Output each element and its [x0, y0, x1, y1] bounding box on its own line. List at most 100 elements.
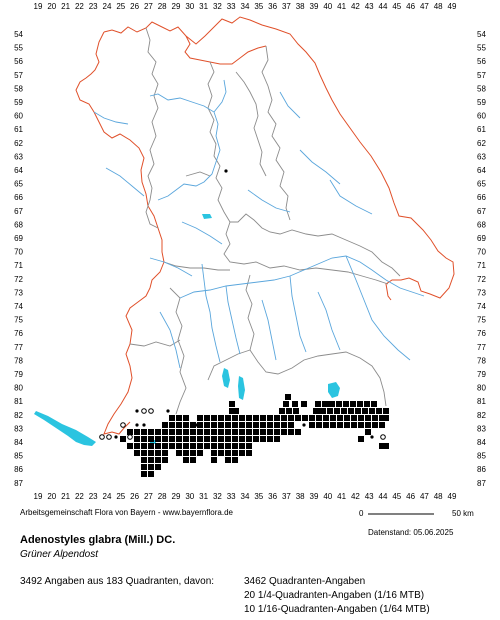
occurrence-square: [169, 422, 175, 428]
occurrence-square: [155, 436, 161, 442]
y-tick-left: 65: [14, 180, 23, 189]
y-tick-right: 81: [477, 397, 486, 406]
occurrence-square: [232, 429, 238, 435]
occurrence-square: [232, 443, 238, 449]
occurrence-square: [204, 443, 210, 449]
occurrence-square: [337, 422, 343, 428]
y-tick-right: 83: [477, 424, 486, 433]
occurrence-dot: [166, 409, 170, 413]
occurrence-square: [218, 436, 224, 442]
occurrence-square: [169, 443, 175, 449]
occurrence-square: [292, 401, 298, 407]
occurrence-square: [357, 401, 363, 407]
y-tick-left: 72: [14, 275, 23, 284]
y-tick-right: 74: [477, 302, 486, 311]
x-tick-top: 46: [406, 2, 415, 11]
x-tick-top: 27: [144, 2, 153, 11]
x-tick-bottom: 24: [103, 492, 112, 501]
y-tick-right: 72: [477, 275, 486, 284]
occurrence-square: [320, 408, 326, 414]
occurrence-square: [218, 450, 224, 456]
rivers: [93, 79, 425, 369]
occurrence-square: [316, 415, 322, 421]
y-tick-left: 84: [14, 438, 23, 447]
x-tick-bottom: 31: [199, 492, 208, 501]
x-tick-bottom: 49: [448, 492, 457, 501]
x-tick-top: 34: [241, 2, 250, 11]
y-tick-right: 86: [477, 465, 486, 474]
y-tick-left: 69: [14, 234, 23, 243]
y-tick-left: 76: [14, 329, 23, 338]
occurrence-square: [351, 415, 357, 421]
y-tick-right: 77: [477, 343, 486, 352]
occurrence-square: [162, 450, 168, 456]
x-tick-bottom: 26: [130, 492, 139, 501]
occurrence-circle: [148, 408, 154, 414]
occurrence-square: [239, 450, 245, 456]
y-tick-left: 82: [14, 411, 23, 420]
y-tick-right: 66: [477, 193, 486, 202]
stat-quadrant: 3462 Quadranten-Angaben: [244, 576, 366, 587]
occurrence-square: [383, 415, 389, 421]
occurrence-square: [288, 422, 294, 428]
occurrence-square: [141, 457, 147, 463]
x-tick-top: 29: [172, 2, 181, 11]
occurrence-square: [218, 443, 224, 449]
x-tick-bottom: 42: [351, 492, 360, 501]
occurrence-square: [327, 408, 333, 414]
x-tick-bottom: 30: [185, 492, 194, 501]
x-tick-bottom: 36: [268, 492, 277, 501]
occurrence-square: [372, 422, 378, 428]
occurrence-square: [148, 464, 154, 470]
occurrence-square: [281, 429, 287, 435]
occurrence-square: [218, 429, 224, 435]
occurrence-square: [176, 422, 182, 428]
occurrence-square: [176, 450, 182, 456]
occurrence-square: [162, 457, 168, 463]
y-tick-right: 64: [477, 166, 486, 175]
occurrence-square: [211, 457, 217, 463]
occurrence-square: [239, 415, 245, 421]
occurrence-square: [190, 443, 196, 449]
occurrence-circle: [127, 434, 133, 440]
occurrence-square: [364, 401, 370, 407]
y-tick-right: 56: [477, 57, 486, 66]
occurrence-square: [239, 436, 245, 442]
x-tick-top: 35: [254, 2, 263, 11]
occurrence-square: [253, 422, 259, 428]
occurrence-square: [316, 422, 322, 428]
occurrence-square: [267, 429, 273, 435]
occurrence-square: [344, 415, 350, 421]
x-tick-bottom: 45: [392, 492, 401, 501]
y-tick-left: 66: [14, 193, 23, 202]
y-tick-left: 81: [14, 397, 23, 406]
lake-ammersee: [222, 368, 230, 388]
occurrence-square: [232, 415, 238, 421]
occurrence-dot: [224, 169, 228, 173]
occurrence-square: [358, 436, 364, 442]
summary-text: 3492 Angaben aus 183 Quadranten, davon:: [20, 576, 215, 587]
x-tick-bottom: 34: [241, 492, 250, 501]
x-tick-top: 41: [337, 2, 346, 11]
occurrence-square: [246, 422, 252, 428]
occurrence-square: [141, 436, 147, 442]
x-tick-bottom: 41: [337, 492, 346, 501]
occurrence-square: [183, 443, 189, 449]
occurrence-square: [239, 443, 245, 449]
occurrence-square: [267, 436, 273, 442]
datestamp-text: Datenstand: 05.06.2025: [368, 528, 454, 537]
common-name: Grüner Alpendost: [20, 549, 99, 560]
lake-brombach: [202, 214, 212, 219]
x-tick-bottom: 43: [365, 492, 374, 501]
x-tick-bottom: 27: [144, 492, 153, 501]
occurrence-square: [301, 401, 307, 407]
occurrence-square: [176, 415, 182, 421]
x-tick-top: 45: [392, 2, 401, 11]
occurrence-square: [274, 429, 280, 435]
x-tick-bottom: 22: [75, 492, 84, 501]
occurrence-square: [225, 450, 231, 456]
x-tick-top: 23: [89, 2, 98, 11]
occurrence-circle: [141, 408, 147, 414]
x-tick-bottom: 32: [213, 492, 222, 501]
occurrence-square: [260, 436, 266, 442]
